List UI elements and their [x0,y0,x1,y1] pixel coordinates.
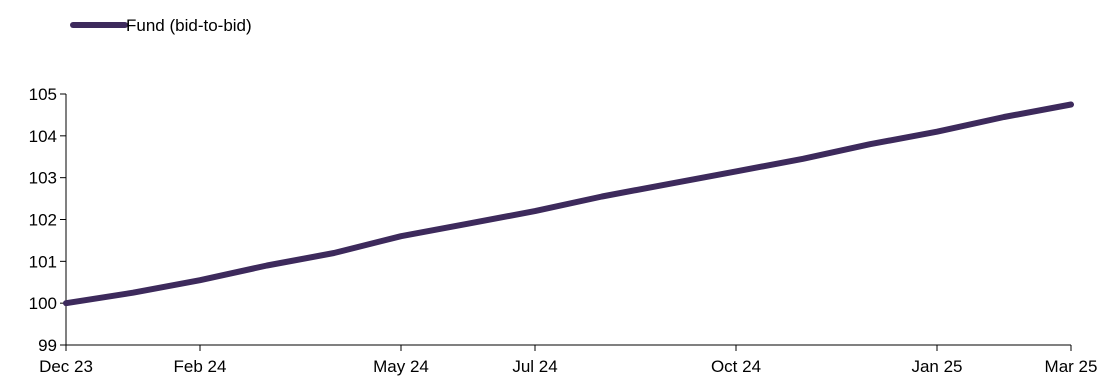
y-tick-label: 103 [29,169,57,188]
y-tick-label: 105 [29,85,57,104]
y-tick-label: 101 [29,252,57,271]
y-tick-label: 100 [29,294,57,313]
y-tick-label: 99 [38,336,57,355]
x-tick-label: Mar 25 [1045,357,1098,376]
legend-label-fund: Fund (bid-to-bid) [126,16,252,35]
y-tick-label: 102 [29,211,57,230]
x-axis: Dec 23 Feb 24 May 24 Jul 24 Oct 24 Jan 25 Mar … [39,344,1098,376]
x-tick-label: Dec 23 [39,357,93,376]
y-tick-label: 104 [29,127,57,146]
x-tick-label: Jan 25 [911,357,962,376]
y-axis: 99 100 101 102 103 104 105 [29,85,67,355]
x-tick-label: Oct 24 [711,357,761,376]
x-tick-label: Feb 24 [174,357,227,376]
x-tick-label: May 24 [373,357,429,376]
chart-legend: Fund (bid-to-bid) [70,16,252,35]
x-tick-label: Jul 24 [512,357,557,376]
series-lines [63,101,1074,307]
series-line-fund [63,101,1074,307]
